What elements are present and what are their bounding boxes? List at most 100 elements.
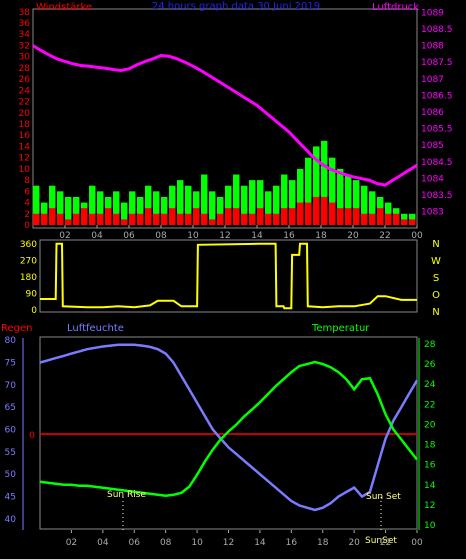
gust-bar [345,174,352,225]
direction-tick-label: 270 [20,256,37,266]
climate-x-ticks: 02 04 06 08 10 12 14 16 18 20 22 00 [66,530,423,548]
wind-bar [385,213,392,225]
wind-x-tick-label: 02 [59,231,70,241]
wind-x-tick-label: 10 [187,231,199,241]
wind-bar [185,213,192,225]
wind-x-tick-label: 00 [411,231,423,241]
humidity-tick-label: 80 [5,336,17,346]
gust-bar [153,191,160,225]
wind-bar [345,208,352,225]
rain-tick-label: 0 [29,431,35,441]
climate-x-tick-label: 02 [66,538,77,548]
gust-bar [369,191,376,225]
wind-tick-label: 18 [19,120,31,130]
temperature-tick-label: 24 [424,380,436,390]
wind-bar [81,208,88,225]
gust-bar [273,185,280,225]
gust-bar [89,185,96,225]
wind-tick-label: 24 [19,86,31,96]
pressure-tick-label: 1088 [421,42,444,52]
climate-x-tick-label: 08 [160,538,172,548]
wind-bar [113,213,120,225]
chart-title: 24 hours graph data 30 Juni 2019 [152,1,320,12]
pressure-tick-label: 1083.5 [421,191,453,201]
gust-bar [121,202,128,225]
compass-label: N [432,307,439,318]
temperature-tick-label: 14 [424,481,436,491]
humidity-tick-label: 60 [5,426,17,436]
gust-bar [337,168,344,225]
wind-tick-label: 8 [24,176,30,186]
wind-tick-label: 38 [19,8,31,18]
sunset-label-small: SunSet [365,536,397,546]
wind-bar [65,219,72,225]
humidity-tick-label: 70 [5,381,17,391]
humidity-y-ticks: 40 45 50 55 60 65 70 75 80 [5,336,17,525]
wind-tick-label: 14 [19,142,31,152]
gust-bar [289,180,296,225]
wind-tick-label: 2 [24,210,30,220]
gust-bar [353,180,360,225]
gust-bar [129,191,136,225]
gust-bar [209,191,216,225]
wind-bar [265,213,272,225]
direction-y-ticks: 360 270 180 90 0 [20,240,37,316]
wind-bar [121,219,128,225]
wind-bar [49,208,56,225]
gust-bar [329,157,336,225]
compass-label: W [431,256,441,267]
gust-bar [281,174,288,225]
gust-bar [297,168,304,225]
temperature-tick-label: 26 [424,360,436,370]
pressure-tick-label: 1084.5 [421,158,453,168]
gust-bar [49,185,56,225]
direction-tick-label: 180 [20,273,37,283]
gust-bar [361,185,368,225]
temperature-tick-label: 20 [424,420,436,430]
compass-label: S [433,273,439,284]
wind-bar [353,208,360,225]
wind-bar [201,213,208,225]
gust-bar [137,196,144,225]
wind-x-tick-label: 18 [315,231,327,241]
wind-bar [249,213,256,225]
wind-bar [153,213,160,225]
pressure-tick-label: 1088.5 [421,25,453,35]
pressure-tick-label: 1085.5 [421,125,453,135]
climate-x-tick-label: 12 [223,538,234,548]
wind-bar [177,213,184,225]
wind-tick-label: 36 [19,19,31,29]
wind-bar [169,208,176,225]
gust-bar [161,196,168,225]
wind-bar [145,208,152,225]
climate-x-tick-label: 06 [129,538,141,548]
humidity-temperature-panel: Sun Rise Sun Set SunSet 40 45 50 55 60 65 70 75… [1,323,436,548]
gust-bar [305,157,312,225]
pressure-tick-label: 1084 [421,174,444,184]
temperature-tick-label: 12 [424,501,435,511]
pressure-tick-label: 1089 [421,8,444,18]
climate-x-tick-label: 14 [254,538,266,548]
climate-x-tick-label: 22 [380,538,391,548]
humidity-axis-label: Luftfeuchte [67,323,124,334]
gust-bar [33,185,40,225]
pressure-tick-label: 1086 [421,108,444,118]
temperature-tick-label: 10 [424,521,436,531]
gust-bar [57,191,64,225]
pressure-tick-label: 1086.5 [421,91,453,101]
gust-bar [185,185,192,225]
pressure-axis-label: Luftdruck [372,2,419,13]
climate-x-tick-label: 04 [97,538,109,548]
gust-bar [233,174,240,225]
wind-x-ticks: 02 04 06 08 10 12 14 16 18 20 22 00 [59,225,423,241]
wind-bar [297,202,304,225]
direction-tick-label: 90 [26,289,38,299]
gust-bar [225,185,232,225]
gust-bar [321,140,328,225]
direction-panel-frame [39,239,418,313]
wind-tick-label: 0 [24,221,30,231]
